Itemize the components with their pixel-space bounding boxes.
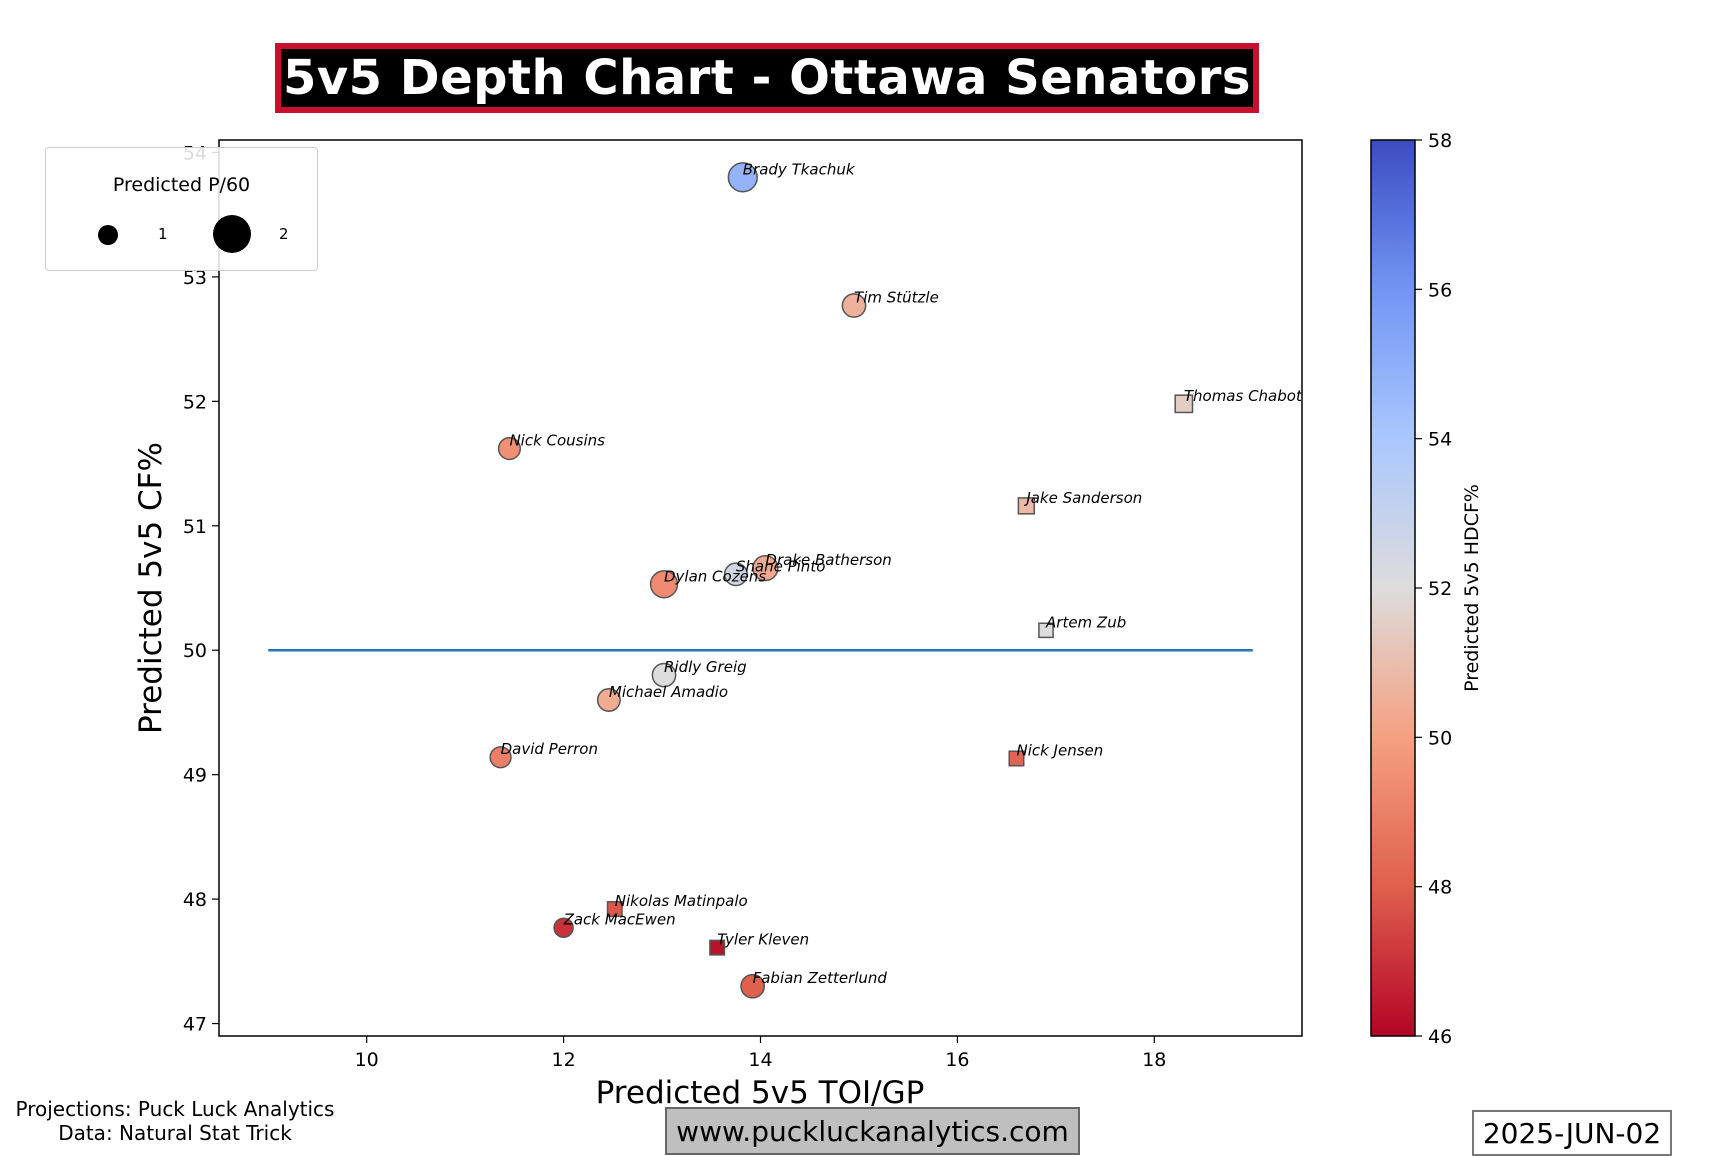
label-artem-zub: Artem Zub: [1045, 613, 1126, 631]
y-tick-label: 48: [183, 889, 207, 911]
x-tick-label: 14: [748, 1049, 772, 1071]
point-nick-cousins[interactable]: [497, 437, 522, 461]
label-tyler-kleven: Tyler Kleven: [717, 931, 809, 949]
point-david-perron[interactable]: [489, 746, 512, 769]
data-source-credit: Data: Natural Stat Trick: [58, 1121, 292, 1145]
point-tim-st-tzle[interactable]: [841, 293, 867, 318]
point-thomas-chabot[interactable]: [1174, 394, 1194, 414]
point-artem-zub[interactable]: [1038, 622, 1054, 639]
y-tick-label: 51: [183, 516, 207, 538]
label-zack-macewen: Zack MacEwen: [563, 911, 676, 929]
label-shane-pinto: Shane Pinto: [736, 557, 826, 575]
y-tick-label: 50: [183, 640, 207, 662]
point-dylan-cozens[interactable]: [649, 570, 679, 599]
y-tick-label: 53: [183, 267, 207, 289]
colorbar-tick-label: 54: [1428, 429, 1452, 451]
label-thomas-chabot: Thomas Chabot: [1184, 387, 1303, 405]
website-link[interactable]: www.puckluckanalytics.com: [665, 1107, 1080, 1155]
label-ridly-greig: Ridly Greig: [664, 658, 747, 676]
projections-credit: Projections: Puck Luck Analytics: [15, 1097, 335, 1121]
colorbar-tick-label: 52: [1428, 578, 1452, 600]
label-nick-cousins: Nick Cousins: [509, 432, 605, 450]
legend-label-small: 1: [158, 225, 168, 243]
label-fabian-zetterlund: Fabian Zetterlund: [753, 969, 888, 987]
label-michael-amadio: Michael Amadio: [609, 683, 728, 701]
point-nikolas-matinpalo[interactable]: [606, 901, 623, 918]
point-ridly-greig[interactable]: [651, 662, 677, 688]
plot-area: [218, 139, 1303, 1037]
legend-label-large: 2: [279, 225, 289, 243]
chart-title: 5v5 Depth Chart - Ottawa Senators: [282, 50, 1251, 106]
label-dylan-cozens: Dylan Cozens: [664, 567, 766, 585]
x-tick-label: 18: [1142, 1049, 1166, 1071]
label-nick-jensen: Nick Jensen: [1016, 741, 1103, 759]
label-drake-batherson: Drake Batherson: [765, 551, 891, 569]
x-axis-label: Predicted 5v5 TOI/GP: [596, 1075, 925, 1111]
label-david-perron: David Perron: [501, 740, 598, 758]
point-zack-macewen[interactable]: [553, 917, 574, 938]
legend-title: Predicted P/60: [112, 174, 251, 196]
colorbar-tick-label: 58: [1428, 130, 1452, 152]
y-tick-label: 49: [183, 765, 207, 787]
chart-title-banner: 5v5 Depth Chart - Ottawa Senators: [275, 43, 1259, 113]
colorbar: [1370, 139, 1416, 1037]
colorbar-tick-label: 50: [1428, 727, 1452, 749]
point-shane-pinto[interactable]: [723, 562, 748, 587]
y-tick-label: 47: [183, 1014, 207, 1036]
colorbar-label: Predicted 5v5 HDCF%: [1461, 484, 1483, 692]
legend-dot-small: [98, 225, 118, 245]
point-michael-amadio[interactable]: [596, 688, 621, 712]
label-nikolas-matinpalo: Nikolas Matinpalo: [615, 892, 748, 910]
y-axis-label: Predicted 5v5 CF%: [133, 442, 169, 734]
x-tick-label: 12: [551, 1049, 575, 1071]
point-nick-jensen[interactable]: [1008, 750, 1025, 767]
legend-dot-large: [213, 215, 251, 253]
date-stamp: 2025-JUN-02: [1472, 1110, 1672, 1156]
colorbar-tick-label: 46: [1428, 1026, 1452, 1048]
point-jake-sanderson[interactable]: [1017, 497, 1036, 515]
x-tick-label: 10: [355, 1049, 379, 1071]
credits: Projections: Puck Luck Analytics Data: N…: [0, 1097, 350, 1145]
point-brady-tkachuk[interactable]: [727, 162, 758, 193]
label-tim-st-tzle: Tim Stützle: [854, 289, 939, 307]
label-brady-tkachuk: Brady Tkachuk: [743, 160, 856, 178]
point-tyler-kleven[interactable]: [709, 939, 726, 956]
point-fabian-zetterlund[interactable]: [740, 973, 766, 999]
point-drake-batherson[interactable]: [752, 554, 779, 582]
size-legend: Predicted P/60 1 2: [45, 147, 318, 271]
label-jake-sanderson: Jake Sanderson: [1023, 489, 1142, 507]
colorbar-tick-label: 48: [1428, 877, 1452, 899]
x-tick-label: 16: [945, 1049, 969, 1071]
y-tick-label: 52: [183, 391, 207, 413]
colorbar-tick-label: 56: [1428, 279, 1452, 301]
